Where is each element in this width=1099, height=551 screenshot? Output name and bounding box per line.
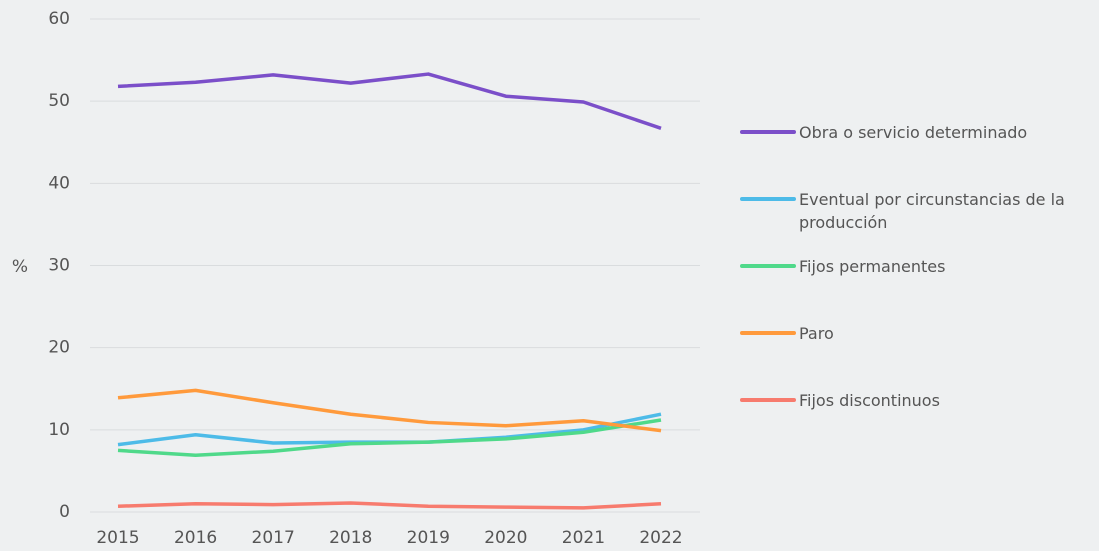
legend-swatch	[740, 331, 796, 335]
legend-label: Paro	[799, 324, 834, 343]
y-tick-label: 20	[48, 338, 70, 358]
y-tick-label: 60	[48, 9, 70, 29]
x-tick-label: 2019	[407, 528, 450, 548]
x-tick-label: 2021	[562, 528, 605, 548]
legend-item: Fijos discontinuos	[740, 389, 1095, 456]
y-tick-label: 0	[59, 502, 70, 522]
series-line	[117, 388, 662, 433]
x-tick-label: 2017	[252, 528, 295, 548]
legend-item: Paro	[740, 322, 1095, 389]
legend-swatch	[740, 130, 796, 134]
legend-label: Eventual por circunstancias de la produc…	[799, 190, 1065, 232]
x-tick-label: 2022	[639, 528, 682, 548]
legend: Obra o servicio determinado Eventual por …	[740, 121, 1095, 456]
legend-item: Eventual por circunstancias de la produc…	[740, 188, 1095, 255]
y-axis-label: %	[12, 257, 28, 277]
y-tick-label: 50	[48, 91, 70, 111]
x-tick-label: 2018	[329, 528, 372, 548]
series-line	[117, 501, 662, 510]
legend-swatch	[740, 197, 796, 201]
series-line	[117, 418, 662, 458]
x-tick-label: 2020	[484, 528, 527, 548]
legend-item: Obra o servicio determinado	[740, 121, 1095, 188]
legend-label: Obra o servicio determinado	[799, 123, 1028, 142]
series-line	[117, 72, 662, 130]
y-tick-label: 30	[48, 256, 70, 276]
legend-swatch	[740, 398, 796, 402]
legend-label: Fijos discontinuos	[799, 391, 940, 410]
legend-item: Fijos permanentes	[740, 255, 1095, 322]
legend-swatch	[740, 264, 796, 268]
y-tick-label: 40	[48, 173, 70, 193]
y-tick-label: 10	[48, 420, 70, 440]
x-tick-label: 2016	[174, 528, 217, 548]
x-tick-label: 2015	[96, 528, 139, 548]
legend-label: Fijos permanentes	[799, 257, 946, 276]
